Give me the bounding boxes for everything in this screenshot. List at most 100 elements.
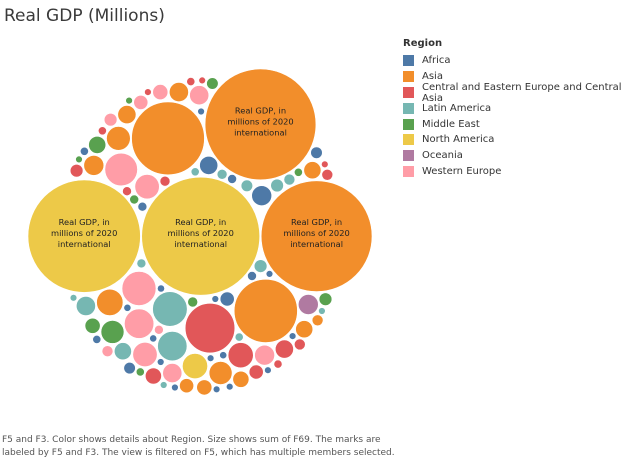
bubble-circle[interactable] bbox=[76, 296, 96, 316]
bubble-circle[interactable] bbox=[303, 161, 322, 180]
bubble-circle[interactable] bbox=[144, 88, 152, 96]
legend-item[interactable]: Asia bbox=[403, 69, 624, 85]
bubble-circle[interactable] bbox=[131, 101, 205, 176]
bubble-circle[interactable] bbox=[135, 367, 145, 377]
bubble-circle[interactable] bbox=[100, 320, 125, 344]
bubble[interactable] bbox=[135, 367, 145, 377]
bubble[interactable] bbox=[232, 370, 250, 388]
bubble-circle[interactable] bbox=[136, 258, 147, 269]
bubble-circle[interactable] bbox=[216, 169, 228, 180]
bubble[interactable]: Real GDP, in millions of 2020 internationa… bbox=[27, 179, 141, 293]
bubble[interactable] bbox=[98, 126, 107, 136]
bubble[interactable] bbox=[123, 303, 132, 312]
legend-item[interactable]: Western Europe bbox=[403, 164, 624, 180]
bubble[interactable] bbox=[206, 77, 219, 90]
bubble-circle[interactable] bbox=[196, 379, 213, 396]
bubble[interactable] bbox=[274, 339, 294, 359]
bubble-circle[interactable] bbox=[283, 173, 296, 186]
bubble[interactable] bbox=[101, 345, 114, 358]
bubble-circle[interactable] bbox=[206, 77, 219, 90]
bubble[interactable] bbox=[184, 303, 236, 354]
bubble[interactable] bbox=[100, 320, 125, 344]
legend-item[interactable]: Central and Eastern Europe and Central A… bbox=[403, 82, 624, 104]
bubble-circle[interactable] bbox=[232, 370, 250, 388]
bubble-circle[interactable] bbox=[133, 95, 149, 110]
bubble-circle[interactable] bbox=[134, 174, 160, 200]
bubble[interactable] bbox=[187, 296, 198, 308]
bubble-circle[interactable] bbox=[321, 169, 334, 181]
bubble[interactable] bbox=[129, 194, 139, 205]
bubble-circle[interactable] bbox=[254, 344, 275, 366]
bubble-circle[interactable] bbox=[69, 164, 84, 178]
bubble[interactable] bbox=[117, 105, 137, 125]
bubble-circle[interactable] bbox=[132, 341, 158, 367]
bubble-circle[interactable] bbox=[121, 271, 157, 306]
bubble[interactable] bbox=[75, 155, 83, 164]
bubble-circle[interactable] bbox=[219, 291, 235, 307]
bubble[interactable] bbox=[168, 82, 189, 103]
bubble[interactable] bbox=[321, 160, 329, 169]
bubble-circle[interactable] bbox=[321, 160, 329, 169]
bubble[interactable] bbox=[270, 178, 284, 193]
bubble[interactable] bbox=[293, 338, 306, 351]
bubble[interactable] bbox=[83, 155, 105, 176]
bubble[interactable] bbox=[121, 271, 157, 306]
bubble[interactable] bbox=[212, 385, 221, 393]
bubble-circle[interactable] bbox=[265, 270, 274, 278]
bubble-circle[interactable] bbox=[240, 179, 253, 192]
bubble[interactable] bbox=[273, 359, 283, 369]
bubble[interactable] bbox=[253, 259, 268, 273]
bubble-circle[interactable] bbox=[264, 366, 272, 374]
bubble-circle[interactable] bbox=[83, 155, 105, 176]
bubble-circle[interactable] bbox=[162, 363, 183, 384]
bubble-circle[interactable] bbox=[182, 353, 208, 380]
bubble-circle[interactable] bbox=[248, 364, 264, 380]
bubble-circle[interactable] bbox=[198, 76, 206, 85]
bubble-circle[interactable] bbox=[117, 105, 137, 125]
bubble[interactable] bbox=[247, 271, 257, 281]
bubble-circle[interactable] bbox=[123, 362, 136, 375]
bubble[interactable] bbox=[136, 258, 147, 269]
bubble-circle[interactable] bbox=[171, 383, 179, 392]
bubble[interactable] bbox=[321, 169, 334, 181]
bubble-circle[interactable] bbox=[84, 317, 101, 334]
bubble-circle[interactable] bbox=[212, 385, 221, 393]
bubble[interactable] bbox=[84, 317, 101, 334]
bubble[interactable] bbox=[197, 107, 205, 116]
bubble[interactable] bbox=[152, 84, 169, 100]
bubble[interactable] bbox=[216, 169, 228, 180]
bubble[interactable]: Real GDP, in millions of 2020 internationa… bbox=[260, 180, 373, 292]
bubble[interactable] bbox=[206, 354, 215, 362]
bubble[interactable] bbox=[233, 278, 298, 343]
bubble[interactable] bbox=[318, 307, 326, 315]
bubble-circle[interactable] bbox=[96, 288, 124, 316]
bubble[interactable] bbox=[69, 164, 84, 178]
bubble-circle[interactable] bbox=[88, 135, 107, 154]
bubble-circle[interactable] bbox=[106, 126, 131, 151]
bubble[interactable] bbox=[106, 126, 131, 151]
bubble[interactable] bbox=[251, 185, 273, 206]
bubble-circle[interactable] bbox=[98, 126, 107, 136]
bubble-circle[interactable] bbox=[75, 155, 83, 164]
bubble[interactable] bbox=[137, 201, 148, 212]
bubble[interactable] bbox=[196, 379, 213, 396]
bubble[interactable] bbox=[190, 167, 200, 177]
bubble-circle[interactable] bbox=[125, 96, 133, 105]
bubble-circle[interactable] bbox=[199, 155, 219, 175]
bubble[interactable] bbox=[104, 152, 138, 187]
bubble-circle[interactable] bbox=[273, 359, 283, 369]
bubble-circle[interactable] bbox=[211, 295, 220, 303]
bubble-circle[interactable] bbox=[293, 338, 306, 351]
bubble[interactable] bbox=[234, 332, 244, 342]
bubble-circle[interactable] bbox=[144, 367, 162, 385]
legend-item[interactable]: Africa bbox=[403, 53, 624, 69]
bubble[interactable] bbox=[144, 367, 162, 385]
bubble-circle[interactable] bbox=[318, 307, 326, 315]
bubble-circle[interactable] bbox=[186, 77, 196, 86]
bubble-circle[interactable] bbox=[189, 85, 210, 106]
bubble[interactable] bbox=[226, 383, 234, 391]
bubble-circle[interactable] bbox=[293, 167, 303, 177]
bubble[interactable] bbox=[152, 291, 188, 327]
bubble[interactable] bbox=[133, 95, 149, 110]
bubble[interactable] bbox=[199, 155, 219, 175]
